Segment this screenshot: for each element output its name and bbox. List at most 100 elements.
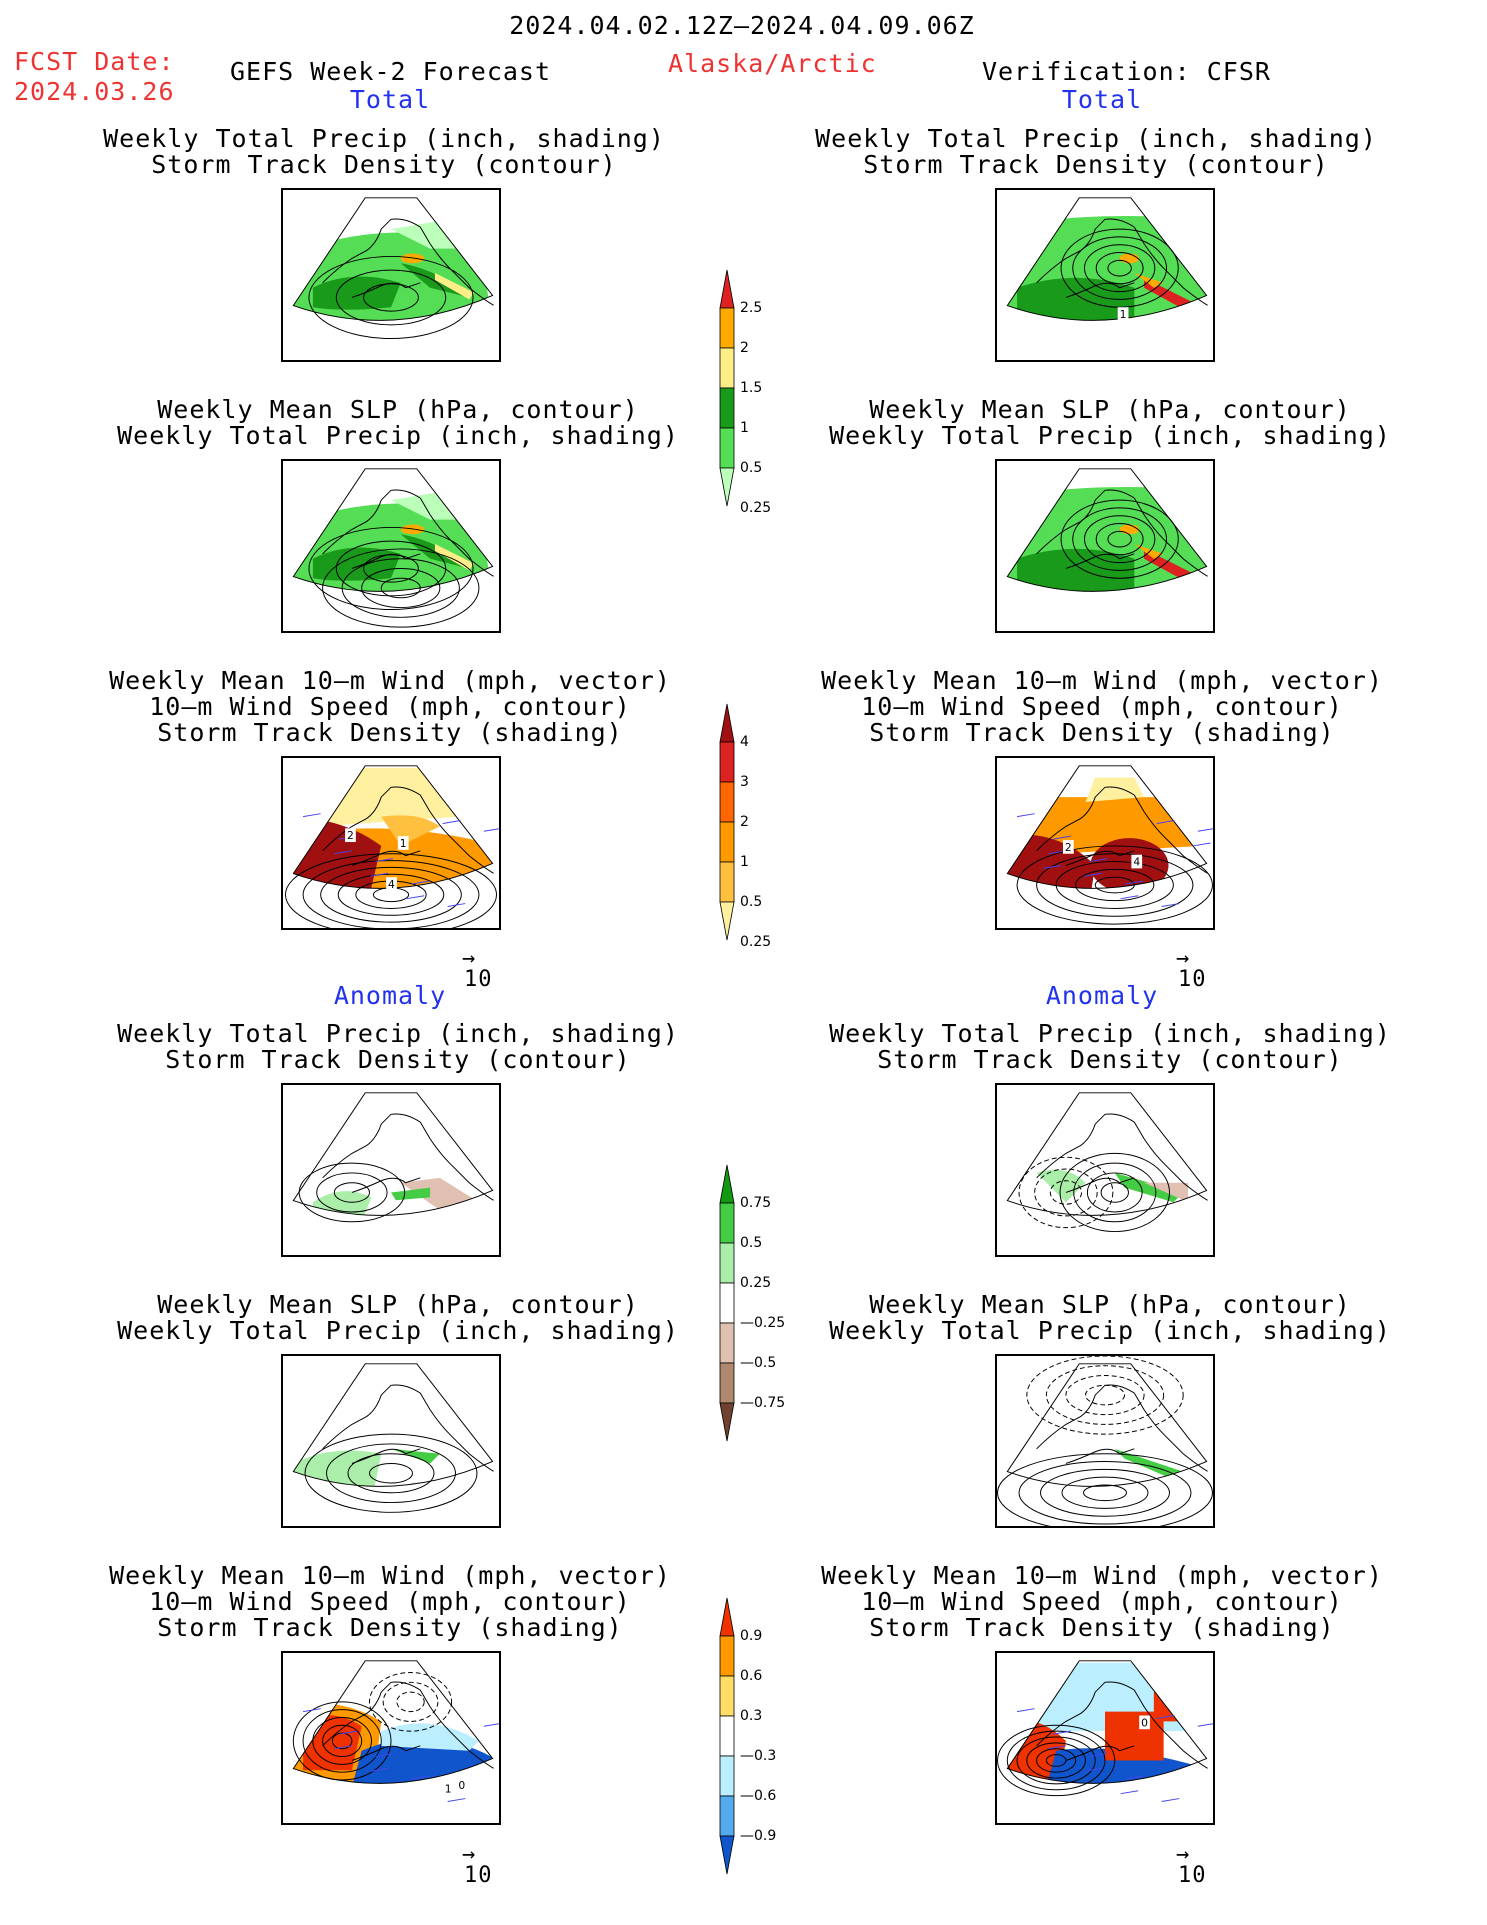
colorbar-tick-label: 2 (740, 814, 749, 830)
colorbar-tick-label: 0.9 (740, 1628, 763, 1644)
title-l3-c: Storm Track Density (shading) (157, 718, 623, 747)
fcst-date-label: FCST Date: (14, 47, 175, 76)
title-l4-b: Storm Track Density (contour) (165, 1045, 631, 1074)
colorbar-tick-label: 1 (740, 420, 749, 436)
colorbar-precip-total: 2.5 2 1.5 1 0.5 0.25 (718, 268, 771, 516)
colorbar-tick-label: 2.5 (740, 300, 763, 316)
colorbar-tick-label: 1 (740, 854, 749, 870)
map-graphic (1006, 468, 1208, 592)
map-graphic (292, 468, 494, 628)
vector-ref-label-2: 10 (1178, 967, 1207, 992)
colorbar-storm-total: 4 3 2 1 0.5 0.25 (718, 702, 771, 950)
colorbar-tick-label: —0.3 (740, 1748, 777, 1764)
colorbar-tick-label: —0.75 (740, 1395, 786, 1411)
region-label: Alaska/Arctic (668, 49, 877, 78)
map-obs-wind-anom: 0 (995, 1651, 1215, 1825)
map-graphic: 1 0 (292, 1660, 499, 1802)
title-r6-b: 10—m Wind Speed (mph, contour) (861, 1587, 1343, 1616)
vector-ref-arrow-3: → (462, 1842, 476, 1867)
colorbar-tick-label: —0.5 (740, 1355, 777, 1371)
map-graphic: 0 (997, 1660, 1213, 1802)
title-l2-b: Weekly Total Precip (inch, shading) (117, 421, 679, 450)
title-r2-a: Weekly Mean SLP (hPa, contour) (869, 395, 1351, 424)
colorbar-tick-label: 3 (740, 774, 749, 790)
section-total-right: Total (1061, 85, 1143, 114)
title-l2-a: Weekly Mean SLP (hPa, contour) (157, 395, 639, 424)
title-r4-b: Storm Track Density (contour) (877, 1045, 1343, 1074)
map-obs-precip-anom (995, 1083, 1215, 1257)
title-r3-c: Storm Track Density (shading) (869, 718, 1335, 747)
contour-label: 1 (400, 837, 407, 850)
section-total-left: Total (349, 85, 431, 114)
title-l6-c: Storm Track Density (shading) (157, 1613, 623, 1642)
title-l3-a: Weekly Mean 10—m Wind (mph, vector) (109, 666, 671, 695)
contour-label: 0 (458, 1779, 465, 1792)
contour-label: 4 (1133, 855, 1140, 868)
map-graphic (997, 1356, 1213, 1526)
map-graphic: 1 (1006, 197, 1208, 321)
title-l1-b: Storm Track Density (contour) (151, 150, 617, 179)
title-r3-b: 10—m Wind Speed (mph, contour) (861, 692, 1343, 721)
colorbar-graphic (719, 703, 735, 941)
title-r4-a: Weekly Total Precip (inch, shading) (829, 1019, 1391, 1048)
colorbar-tick-label: 0.75 (740, 1195, 772, 1211)
contour-label: 1 (1120, 308, 1127, 321)
section-anomaly-right: Anomaly (1045, 981, 1159, 1010)
forecast-title: GEFS Week-2 Forecast (230, 57, 552, 86)
colorbar-tick-label: 2 (740, 340, 749, 356)
colorbar-tick-label: 4 (740, 734, 749, 750)
map-graphic (292, 1092, 494, 1223)
title-r5-b: Weekly Total Precip (inch, shading) (829, 1316, 1391, 1345)
colorbar-graphic (719, 1597, 735, 1875)
colorbar-tick-label: —0.9 (740, 1828, 777, 1844)
map-fcst-precip-total (281, 188, 501, 362)
colorbar-tick-label: 0.6 (740, 1668, 763, 1684)
vector-ref-label-3: 10 (464, 1863, 493, 1888)
vector-ref-arrow-4: → (1176, 1842, 1190, 1867)
map-obs-slp-total (995, 459, 1215, 633)
map-fcst-slp-total (281, 459, 501, 633)
contour-label: 4 (388, 878, 395, 891)
colorbar-tick-label: 0.3 (740, 1708, 763, 1724)
colorbar-graphic (719, 269, 735, 507)
vector-ref-label-1: 10 (464, 967, 493, 992)
colorbar-graphic (719, 1164, 735, 1442)
title-l6-b: 10—m Wind Speed (mph, contour) (149, 1587, 631, 1616)
colorbar-storm-anom: 0.9 0.6 0.3 —0.3 —0.6 —0.9 (718, 1596, 776, 1880)
colorbar-tick-label: 0.5 (740, 460, 763, 476)
map-fcst-wind-total: 2 1 4 (281, 756, 501, 930)
colorbar-tick-label: —0.6 (740, 1788, 777, 1804)
colorbar-tick-label: 0.5 (740, 1235, 763, 1251)
map-graphic: 2 4 (1006, 765, 1213, 925)
colorbar-tick-label: 1.5 (740, 380, 763, 396)
title-r2-b: Weekly Total Precip (inch, shading) (829, 421, 1391, 450)
title-l3-b: 10—m Wind Speed (mph, contour) (149, 692, 631, 721)
colorbar-tick-label: 0.25 (740, 1275, 772, 1291)
vector-ref-arrow-2: → (1176, 946, 1190, 971)
title-r1-b: Storm Track Density (contour) (863, 150, 1329, 179)
map-fcst-wind-anom: 1 0 (281, 1651, 501, 1825)
colorbar-tick-label: 0.25 (740, 500, 772, 516)
contour-label: 2 (347, 829, 354, 842)
map-fcst-slp-anom (281, 1354, 501, 1528)
title-l4-a: Weekly Total Precip (inch, shading) (117, 1019, 679, 1048)
map-graphic (292, 1363, 494, 1513)
map-fcst-precip-anom (281, 1083, 501, 1257)
map-graphic: 2 1 4 (285, 765, 499, 928)
title-r6-c: Storm Track Density (shading) (869, 1613, 1335, 1642)
title-r1-a: Weekly Total Precip (inch, shading) (815, 124, 1377, 153)
colorbar-tick-label: 0.25 (740, 934, 772, 950)
title-r6-a: Weekly Mean 10—m Wind (mph, vector) (821, 1561, 1383, 1590)
title-l6-a: Weekly Mean 10—m Wind (mph, vector) (109, 1561, 671, 1590)
section-anomaly-left: Anomaly (333, 981, 447, 1010)
contour-label: 0 (1141, 1716, 1148, 1729)
title-l5-a: Weekly Mean SLP (hPa, contour) (157, 1290, 639, 1319)
map-obs-wind-total: 2 4 (995, 756, 1215, 930)
verification-label: Verification: CFSR (982, 57, 1271, 86)
map-obs-slp-anom (995, 1354, 1215, 1528)
contour-label: 2 (1065, 841, 1072, 854)
map-obs-precip-total: 1 (995, 188, 1215, 362)
vector-ref-arrow-1: → (462, 946, 476, 971)
title-l1-a: Weekly Total Precip (inch, shading) (103, 124, 665, 153)
colorbar-precip-anom: 0.75 0.5 0.25 —0.25 —0.5 —0.75 (718, 1163, 785, 1447)
